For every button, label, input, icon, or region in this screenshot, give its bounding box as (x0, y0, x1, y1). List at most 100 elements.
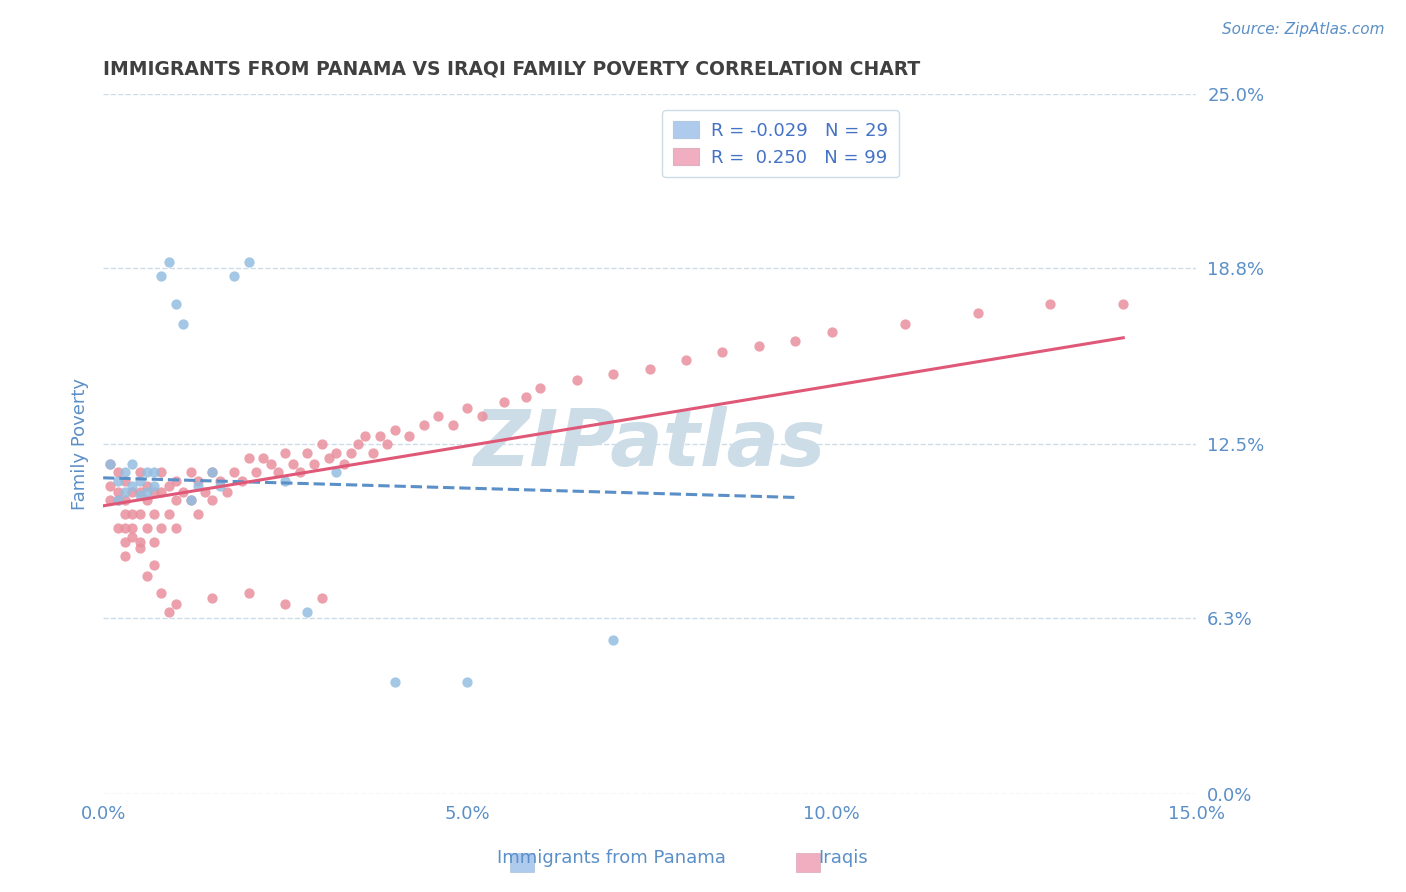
Point (602, 633, 624, 648)
Point (143, 484, 166, 499)
Text: Iraqis: Iraqis (818, 849, 869, 867)
Point (361, 445, 384, 459)
Point (565, 373, 588, 387)
Point (150, 585, 173, 599)
Point (135, 493, 157, 508)
Point (135, 465, 157, 479)
Point (143, 508, 166, 522)
Point (288, 465, 311, 479)
Point (368, 429, 391, 443)
Point (893, 317, 915, 331)
Point (515, 390, 537, 404)
Point (121, 457, 143, 471)
Point (785, 334, 807, 348)
Point (180, 493, 202, 508)
Point (143, 558, 166, 572)
Point (245, 465, 267, 479)
Point (100, 457, 122, 471)
Point (201, 465, 224, 479)
Point (354, 429, 377, 443)
Point (675, 353, 697, 368)
Point (224, 269, 246, 284)
Point (128, 488, 150, 502)
Point (267, 465, 290, 479)
Point (238, 255, 260, 269)
Point (224, 465, 246, 479)
Point (274, 474, 297, 488)
Point (128, 465, 150, 479)
Point (128, 484, 150, 499)
Point (128, 474, 150, 488)
Point (107, 465, 129, 479)
Point (318, 451, 340, 466)
Point (748, 339, 770, 353)
Text: IMMIGRANTS FROM PANAMA VS IRAQI FAMILY POVERTY CORRELATION CHART: IMMIGRANTS FROM PANAMA VS IRAQI FAMILY P… (103, 60, 921, 78)
Text: Immigrants from Panama: Immigrants from Panama (498, 849, 725, 867)
Point (121, 508, 143, 522)
Point (215, 484, 238, 499)
Point (165, 474, 187, 488)
Point (201, 493, 224, 508)
Point (150, 521, 173, 535)
Point (325, 465, 347, 479)
Point (121, 530, 143, 544)
Point (238, 585, 260, 599)
Point (128, 508, 150, 522)
Point (260, 457, 283, 471)
Point (187, 508, 209, 522)
Point (201, 465, 224, 479)
Point (135, 484, 157, 499)
Point (150, 269, 173, 284)
Point (107, 521, 129, 535)
Point (100, 457, 122, 471)
Point (274, 445, 297, 459)
Point (114, 493, 136, 508)
Point (128, 541, 150, 555)
Point (340, 445, 363, 459)
Point (165, 597, 187, 611)
Point (135, 479, 157, 493)
Point (194, 484, 217, 499)
Point (711, 344, 734, 359)
Point (100, 479, 122, 493)
Point (966, 305, 988, 319)
Point (180, 493, 202, 508)
Point (384, 423, 406, 437)
Y-axis label: Family Poverty: Family Poverty (72, 378, 89, 510)
Point (1112, 297, 1135, 311)
Point (172, 317, 194, 331)
Point (456, 675, 478, 690)
Point (114, 549, 136, 564)
Point (398, 429, 420, 443)
Point (157, 508, 180, 522)
Point (821, 325, 844, 339)
Point (638, 361, 661, 376)
Point (311, 591, 333, 606)
Point (412, 417, 434, 432)
Point (295, 605, 318, 619)
Point (187, 474, 209, 488)
Legend: R = -0.029   N = 29, R =  0.250   N = 99: R = -0.029 N = 29, R = 0.250 N = 99 (662, 110, 898, 178)
Point (165, 297, 187, 311)
Point (427, 409, 450, 424)
Point (172, 484, 194, 499)
Point (602, 367, 624, 381)
Point (201, 591, 224, 606)
Point (252, 451, 274, 466)
Point (165, 493, 187, 508)
Point (274, 597, 297, 611)
Point (107, 474, 129, 488)
Point (107, 484, 129, 499)
Point (441, 417, 464, 432)
Point (231, 474, 253, 488)
Point (1039, 297, 1062, 311)
Point (157, 605, 180, 619)
Point (157, 479, 180, 493)
Point (304, 457, 326, 471)
Point (128, 535, 150, 549)
Point (208, 474, 231, 488)
Point (311, 437, 333, 451)
Point (332, 457, 354, 471)
Point (238, 451, 260, 466)
Point (150, 484, 173, 499)
